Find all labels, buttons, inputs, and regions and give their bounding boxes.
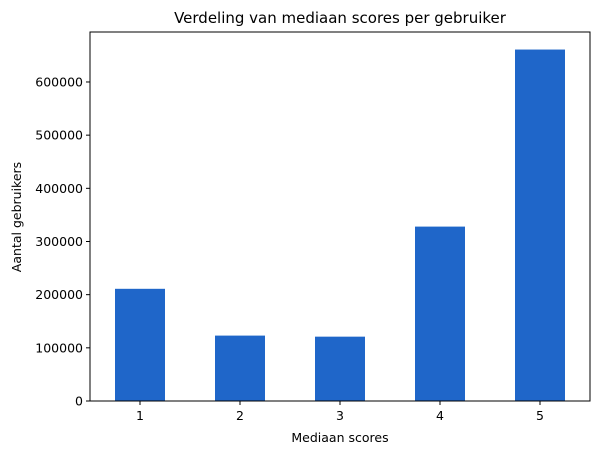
y-tick-label: 200000 [35, 287, 83, 302]
bar-1 [115, 288, 165, 401]
chart-title: Verdeling van mediaan scores per gebruik… [174, 9, 507, 27]
bar-5 [515, 49, 565, 402]
y-tick-label: 100000 [35, 340, 83, 355]
bars-layer [115, 49, 565, 402]
y-axis-ticks: 0 100000 200000 300000 400000 500000 600000 [35, 74, 90, 409]
y-tick-label: 600000 [35, 74, 83, 89]
x-tick-label: 1 [136, 408, 144, 423]
x-tick-label: 5 [536, 408, 544, 423]
plot-frame [89, 31, 591, 402]
y-tick-label: 500000 [35, 128, 83, 143]
y-tick-label: 0 [75, 394, 83, 409]
x-axis-label: Mediaan scores [291, 430, 388, 445]
bar-2 [215, 335, 265, 401]
x-tick-label: 4 [436, 408, 444, 423]
y-axis-label: Aantal gebruikers [9, 162, 24, 272]
axes-frame [89, 31, 591, 402]
bar-4 [415, 226, 465, 401]
x-tick-label: 3 [336, 408, 344, 423]
y-tick-label: 400000 [35, 181, 83, 196]
x-tick-label: 2 [236, 408, 244, 423]
bar-3 [315, 336, 365, 401]
x-axis-ticks: 1 2 3 4 5 [136, 401, 544, 423]
y-tick-label: 300000 [35, 234, 83, 249]
